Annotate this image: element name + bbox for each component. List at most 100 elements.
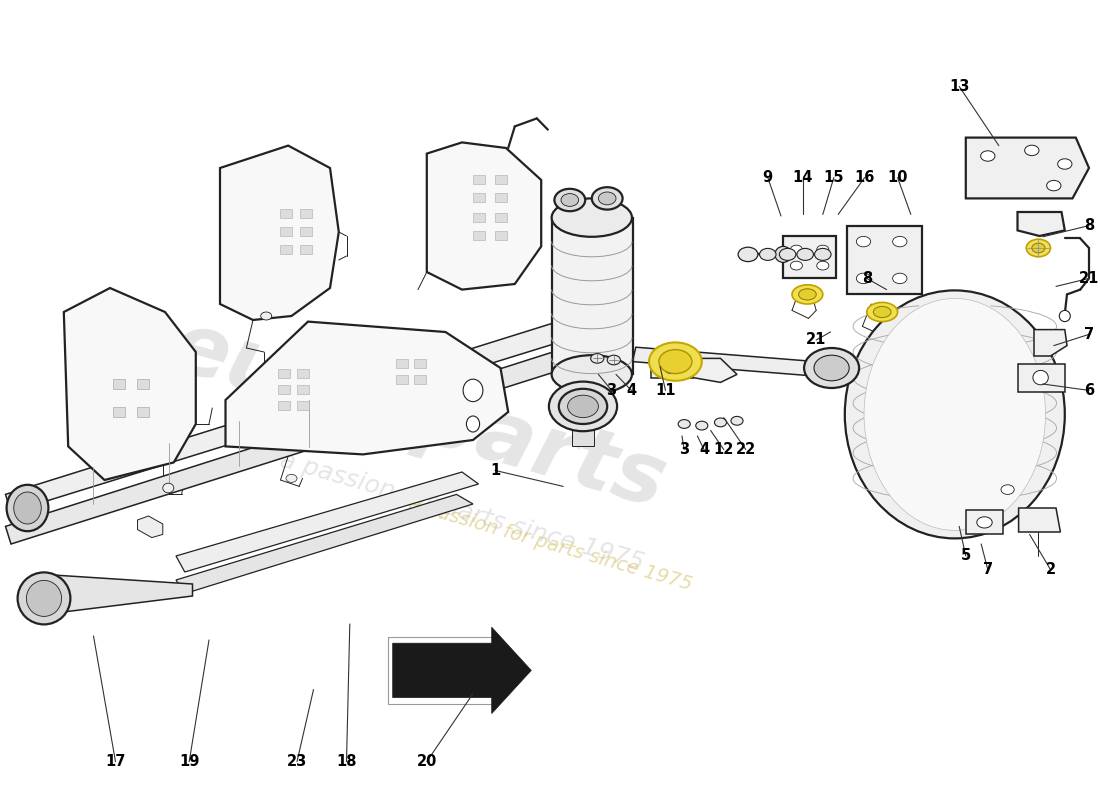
Text: 3: 3 [679,442,690,457]
Polygon shape [693,358,737,382]
Text: 10: 10 [888,170,907,185]
Ellipse shape [554,189,585,211]
Polygon shape [6,342,605,544]
Text: 4: 4 [626,383,637,398]
Bar [415,375,426,384]
Ellipse shape [796,248,813,261]
Text: 17: 17 [106,754,125,769]
Ellipse shape [1026,239,1050,257]
Polygon shape [1019,508,1060,532]
Text: 8: 8 [1084,218,1094,233]
Ellipse shape [568,395,598,418]
Ellipse shape [816,245,829,254]
Polygon shape [1018,364,1065,392]
Ellipse shape [561,194,579,206]
Ellipse shape [732,416,744,426]
Bar [138,379,148,389]
Text: 16: 16 [855,170,875,185]
Polygon shape [427,142,541,290]
Polygon shape [176,472,478,572]
Text: 7: 7 [1084,327,1094,342]
Text: a passion for parts since 1975: a passion for parts since 1975 [277,449,647,575]
Ellipse shape [873,306,891,318]
Ellipse shape [649,342,702,381]
Polygon shape [393,627,531,714]
Bar [280,210,292,218]
Ellipse shape [1001,485,1014,494]
Ellipse shape [792,285,823,304]
Polygon shape [783,236,836,278]
Text: 12: 12 [714,442,734,457]
Text: 4: 4 [698,442,710,457]
Polygon shape [552,218,632,374]
Ellipse shape [664,362,678,374]
Polygon shape [651,358,693,378]
Ellipse shape [463,379,483,402]
Ellipse shape [804,348,859,388]
Polygon shape [1018,212,1065,236]
Polygon shape [176,494,473,594]
Ellipse shape [856,237,871,247]
Ellipse shape [856,273,871,284]
Bar [300,227,311,236]
Polygon shape [966,138,1089,198]
Polygon shape [1034,330,1067,356]
Ellipse shape [865,298,1045,530]
Polygon shape [388,637,498,704]
Ellipse shape [466,416,480,432]
Ellipse shape [13,492,42,524]
Polygon shape [847,226,922,294]
Ellipse shape [779,248,796,261]
Bar [396,375,407,384]
Bar [280,245,292,254]
Bar [495,175,506,184]
Ellipse shape [696,421,708,430]
Text: 1: 1 [490,463,500,478]
Ellipse shape [790,245,802,254]
Ellipse shape [552,355,631,394]
Polygon shape [966,510,1003,534]
Polygon shape [632,347,816,376]
Bar [495,194,506,202]
Ellipse shape [163,483,174,493]
Text: 23: 23 [287,754,307,769]
Text: 21: 21 [1079,271,1099,286]
Ellipse shape [1057,158,1071,170]
Text: a passion for parts since 1975: a passion for parts since 1975 [406,494,694,594]
Text: 14: 14 [793,170,813,185]
Ellipse shape [867,302,898,322]
Text: 13: 13 [949,79,969,94]
Text: 20: 20 [417,754,437,769]
Ellipse shape [549,382,617,431]
Ellipse shape [816,261,829,270]
Bar [473,175,484,184]
Ellipse shape [774,246,791,262]
Ellipse shape [591,354,604,363]
Text: 5: 5 [960,549,971,563]
Text: 19: 19 [179,754,199,769]
Text: 22: 22 [736,442,756,457]
Bar [473,213,484,222]
Bar [396,359,407,368]
Bar [297,386,308,394]
Ellipse shape [598,192,616,205]
Ellipse shape [981,150,996,162]
Ellipse shape [1024,145,1038,155]
Ellipse shape [1032,243,1045,253]
Ellipse shape [799,289,816,300]
Polygon shape [226,322,508,454]
Ellipse shape [1059,310,1070,322]
Ellipse shape [26,581,62,616]
Bar [297,402,308,410]
Ellipse shape [759,248,775,261]
Ellipse shape [286,474,297,482]
Ellipse shape [845,290,1065,538]
Bar [278,402,289,410]
Bar [495,231,506,240]
Ellipse shape [559,389,607,424]
Ellipse shape [261,312,272,320]
Ellipse shape [7,485,48,531]
Text: 11: 11 [656,383,675,398]
Ellipse shape [893,273,906,284]
Text: 18: 18 [337,754,356,769]
